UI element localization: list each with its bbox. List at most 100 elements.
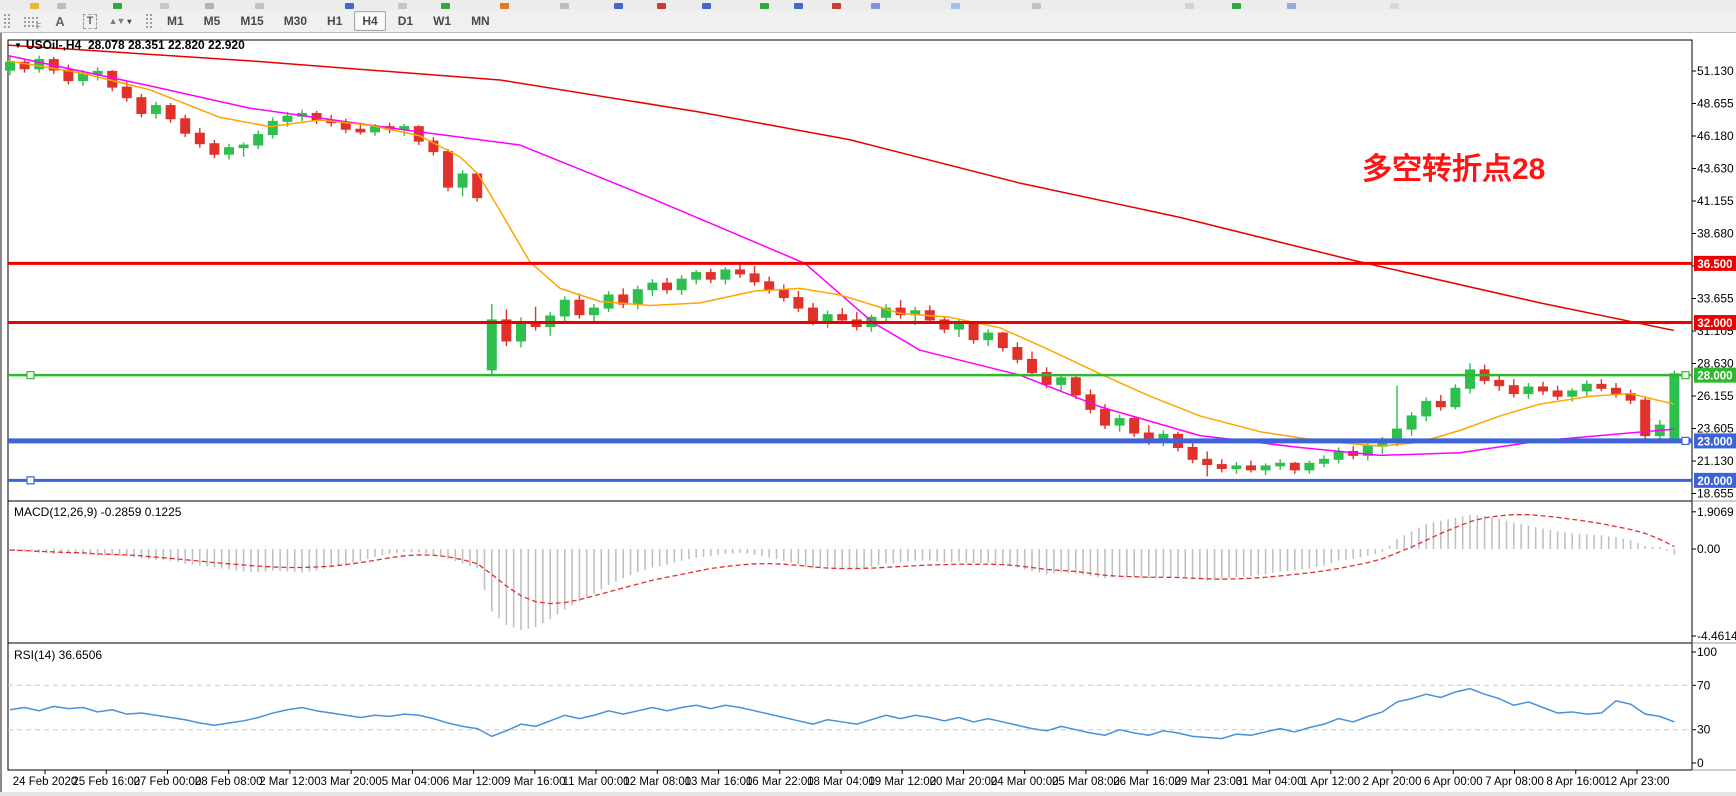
timeframe-button-W1[interactable]: W1 — [433, 14, 452, 28]
svg-text:46.180: 46.180 — [1697, 129, 1734, 143]
toolbar-icon-fragment — [871, 3, 880, 9]
rsi-indicator-label: RSI(14) 36.6506 — [14, 648, 103, 662]
svg-text:16 Mar 22:00: 16 Mar 22:00 — [746, 776, 814, 788]
timeframe-button-M5[interactable]: M5 — [203, 14, 221, 28]
toolbar-drag-handle[interactable] — [3, 13, 11, 29]
timeframe-button-M30[interactable]: M30 — [283, 14, 308, 28]
symbol-timeframe-label: USOil-,H4 — [25, 38, 82, 52]
svg-text:23.000: 23.000 — [1697, 436, 1732, 448]
grid-f-label: F — [36, 22, 41, 31]
svg-text:7 Apr 08:00: 7 Apr 08:00 — [1485, 776, 1544, 788]
svg-text:38.680: 38.680 — [1697, 227, 1734, 241]
svg-text:2 Apr 20:00: 2 Apr 20:00 — [1363, 776, 1422, 788]
toolbar-icon-fragment — [560, 3, 569, 9]
svg-text:1.9069: 1.9069 — [1697, 505, 1734, 519]
rsi-panel: 100 70 30 0 — [8, 645, 1717, 770]
svg-text:28.000: 28.000 — [1697, 371, 1732, 383]
svg-text:32.000: 32.000 — [1697, 318, 1732, 330]
svg-text:24 Mar 00:00: 24 Mar 00:00 — [991, 776, 1059, 788]
svg-text:20 Mar 20:00: 20 Mar 20:00 — [930, 776, 998, 788]
timeframe-button-D1[interactable]: D1 — [397, 14, 414, 28]
toolbar-icon-fragment — [255, 3, 264, 9]
toolbar-icon-fragment — [1032, 3, 1041, 9]
svg-text:29 Mar 23:00: 29 Mar 23:00 — [1174, 776, 1242, 788]
window-bottom-edge — [0, 792, 1736, 796]
svg-text:6 Mar 12:00: 6 Mar 12:00 — [443, 776, 504, 788]
toolbar-icon-fragment — [345, 3, 354, 9]
toolbar-icon-fragment — [1232, 3, 1241, 9]
svg-text:48.655: 48.655 — [1697, 97, 1734, 111]
text-box-tool-button[interactable]: T — [78, 12, 102, 30]
svg-text:2 Mar 12:00: 2 Mar 12:00 — [259, 776, 320, 788]
toolbar-icon-fragment — [760, 3, 769, 9]
svg-text:70: 70 — [1697, 678, 1711, 692]
text-label-tool-button[interactable]: A — [48, 12, 72, 30]
timeframe-button-M15[interactable]: M15 — [240, 14, 264, 28]
svg-text:0: 0 — [1697, 756, 1704, 770]
toolbar-icon-fragment — [57, 3, 66, 9]
toolbar-icon-fragment — [1390, 3, 1399, 9]
svg-text:25 Feb 16:00: 25 Feb 16:00 — [72, 776, 140, 788]
toolbar-icon-fragment — [832, 3, 841, 9]
svg-text:27 Feb 00:00: 27 Feb 00:00 — [134, 776, 202, 788]
toolbar-icon-fragment — [160, 3, 169, 9]
svg-text:12 Mar 08:00: 12 Mar 08:00 — [623, 776, 691, 788]
fibo-grid-tool-button[interactable]: F — [18, 12, 42, 31]
svg-text:25 Mar 08:00: 25 Mar 08:00 — [1052, 776, 1120, 788]
chart-title: ▼ USOil-,H4 28.078 28.351 22.820 22.920 — [14, 38, 245, 52]
arrows-icon: ▲▼ — [108, 16, 126, 26]
svg-text:28 Feb 08:00: 28 Feb 08:00 — [195, 776, 263, 788]
timeframe-button-H1[interactable]: H1 — [327, 14, 343, 28]
toolbar-icon-fragment — [1287, 3, 1296, 9]
arrow-style-tool-button[interactable]: ▲▼ ▾ — [108, 12, 132, 30]
toolbar-icon-fragment — [1185, 3, 1194, 9]
toolbar-icon-fragment — [500, 3, 509, 9]
price-badges: 36.500 32.000 28.000 23.000 20.000 — [1694, 255, 1736, 488]
svg-text:24 Feb 2020: 24 Feb 2020 — [13, 776, 78, 788]
toolbar-icon-fragment — [205, 3, 214, 9]
svg-text:31 Mar 04:00: 31 Mar 04:00 — [1236, 776, 1304, 788]
svg-text:28.630: 28.630 — [1697, 357, 1734, 371]
svg-text:6 Apr 00:00: 6 Apr 00:00 — [1424, 776, 1483, 788]
svg-text:0.00: 0.00 — [1697, 542, 1721, 556]
chart-toolbar: F A T ▲▼ ▾ M1 M5 M15 M30 H1 H4 D1 W1 MN — [0, 10, 1736, 33]
horizontal-level-lines — [8, 261, 1692, 485]
svg-text:43.630: 43.630 — [1697, 162, 1734, 176]
toolbar-icon-fragment — [441, 3, 450, 9]
svg-text:9 Mar 16:00: 9 Mar 16:00 — [504, 776, 565, 788]
ohlc-values: 28.078 28.351 22.820 22.920 — [87, 38, 245, 52]
timeframe-button-MN[interactable]: MN — [471, 14, 490, 28]
toolbar-icon-fragment — [398, 3, 407, 9]
svg-text:21.130: 21.130 — [1697, 454, 1734, 468]
macd-indicator-label: MACD(12,26,9) -0.2859 0.1225 — [14, 505, 182, 519]
svg-text:51.130: 51.130 — [1697, 64, 1734, 78]
svg-text:13 Mar 16:00: 13 Mar 16:00 — [685, 776, 753, 788]
toolbar-icon-fragment — [30, 3, 39, 9]
macd-panel: 1.9069 0.00 -4.4614 — [9, 505, 1736, 643]
svg-text:18 Mar 04:00: 18 Mar 04:00 — [807, 776, 875, 788]
annotation-text: 多空转折点28 — [1362, 153, 1546, 186]
svg-text:11 Mar 00:00: 11 Mar 00:00 — [563, 776, 630, 788]
svg-text:8 Apr 16:00: 8 Apr 16:00 — [1546, 776, 1605, 788]
symbol-dropdown-icon[interactable]: ▼ — [14, 41, 22, 50]
svg-text:33.655: 33.655 — [1697, 292, 1734, 306]
svg-text:1 Apr 12:00: 1 Apr 12:00 — [1301, 776, 1360, 788]
svg-text:26.155: 26.155 — [1697, 389, 1734, 403]
svg-text:3 Mar 20:00: 3 Mar 20:00 — [320, 776, 381, 788]
toolbar-drag-handle[interactable] — [145, 13, 153, 29]
toolbar-icon-fragment — [702, 3, 711, 9]
toolbar-icon-fragment — [794, 3, 803, 9]
svg-text:30: 30 — [1697, 723, 1711, 737]
svg-text:41.155: 41.155 — [1697, 194, 1734, 208]
svg-text:100: 100 — [1697, 645, 1717, 659]
svg-text:36.500: 36.500 — [1697, 259, 1732, 271]
svg-text:-4.4614: -4.4614 — [1697, 629, 1736, 643]
text-label-a-icon: A — [55, 13, 65, 29]
timeframe-button-M1[interactable]: M1 — [167, 14, 184, 28]
timeframe-button-group: M1 M5 M15 M30 H1 H4 D1 W1 MN — [157, 11, 500, 31]
chevron-down-icon[interactable]: ▾ — [127, 16, 132, 26]
timeframe-button-H4[interactable]: H4 — [354, 11, 386, 31]
